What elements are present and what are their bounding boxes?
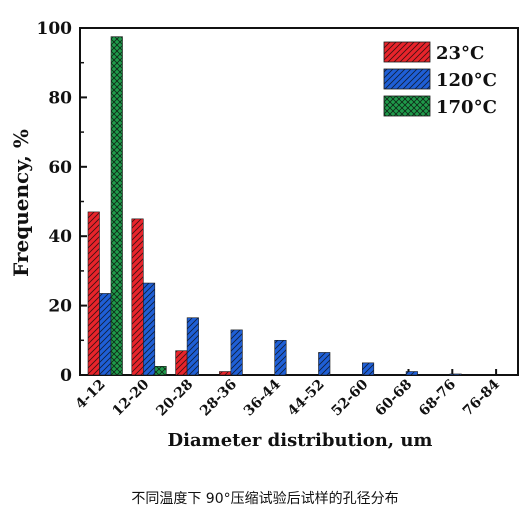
bar-170C-4-12 <box>110 36 123 376</box>
x-tick-label: 68-76 <box>416 377 459 420</box>
x-tick-label: 36-44 <box>241 376 284 419</box>
bars <box>87 36 462 376</box>
bar-120C-36-44 <box>274 339 287 376</box>
bar-120C-12-20 <box>143 282 156 376</box>
y-axis-title: Frequency, % <box>9 129 33 277</box>
bar-120C-52-60 <box>361 362 375 376</box>
x-tick-label: 12-20 <box>110 376 153 419</box>
x-tick-label: 44-52 <box>285 377 328 420</box>
figure-caption: 不同温度下 90°压缩试验后试样的孔径分布 <box>131 491 399 507</box>
legend-swatch <box>383 68 431 90</box>
bar-120C-68-76 <box>449 373 462 376</box>
bar-23C-12-20 <box>131 218 144 376</box>
legend-swatch <box>383 41 431 63</box>
bar-120C-44-52 <box>318 352 331 376</box>
x-tick-label: 60-68 <box>372 377 415 420</box>
legend-label: 120°C <box>436 70 497 91</box>
y-tick-label: 40 <box>48 227 72 247</box>
y-tick-label: 60 <box>48 158 72 178</box>
legend-label: 170°C <box>436 97 497 118</box>
bar-120C-4-12 <box>99 293 112 376</box>
x-tick-label: 52-60 <box>329 376 372 419</box>
x-tick-label: 28-36 <box>197 377 240 420</box>
bar-120C-20-28 <box>186 317 199 376</box>
bar-23C-28-36 <box>219 371 232 376</box>
x-tick-label: 20-28 <box>153 377 196 420</box>
legend: 23°C 120°C 170°C <box>383 41 497 118</box>
bar-120C-28-36 <box>230 329 243 376</box>
x-tick-label: 76-84 <box>460 376 503 419</box>
bar-chart: 0 20 40 60 80 100 4-12 12-20 20-28 28-36 36-44 44-5… <box>9 19 519 451</box>
x-axis-title: Diameter distribution, um <box>168 430 433 451</box>
bar-23C-20-28 <box>175 350 188 376</box>
y-tick-label: 100 <box>37 19 73 39</box>
y-tick-label: 20 <box>48 297 72 317</box>
bar-170C-12-20 <box>154 366 167 376</box>
y-tick-label: 0 <box>60 366 72 386</box>
legend-swatch <box>383 95 431 117</box>
bar-120C-60-68 <box>405 371 418 376</box>
bar-23C-4-12 <box>87 211 100 376</box>
legend-label: 23°C <box>436 43 484 64</box>
y-tick-label: 80 <box>48 88 72 108</box>
x-tick-label: 4-12 <box>73 377 109 413</box>
